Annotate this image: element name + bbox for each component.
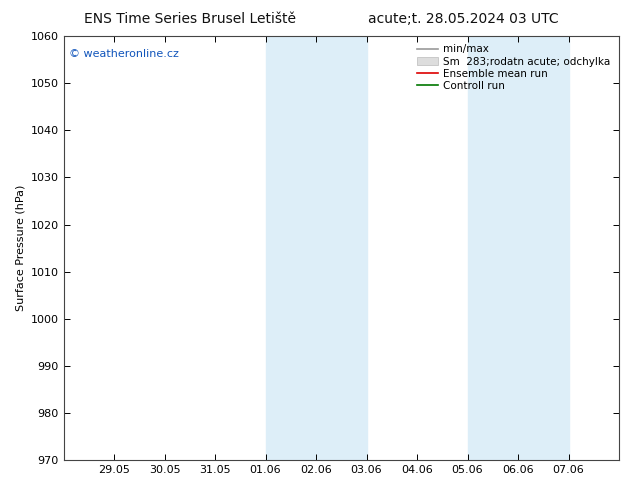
Y-axis label: Surface Pressure (hPa): Surface Pressure (hPa) — [15, 185, 25, 311]
Legend: min/max, Sm  283;rodatn acute; odchylka, Ensemble mean run, Controll run: min/max, Sm 283;rodatn acute; odchylka, … — [414, 41, 614, 94]
Bar — [266, 36, 366, 460]
Bar — [467, 36, 569, 460]
Text: ENS Time Series Brusel Letiště: ENS Time Series Brusel Letiště — [84, 12, 296, 26]
Text: © weatheronline.cz: © weatheronline.cz — [69, 49, 179, 59]
Text: acute;t. 28.05.2024 03 UTC: acute;t. 28.05.2024 03 UTC — [368, 12, 558, 26]
